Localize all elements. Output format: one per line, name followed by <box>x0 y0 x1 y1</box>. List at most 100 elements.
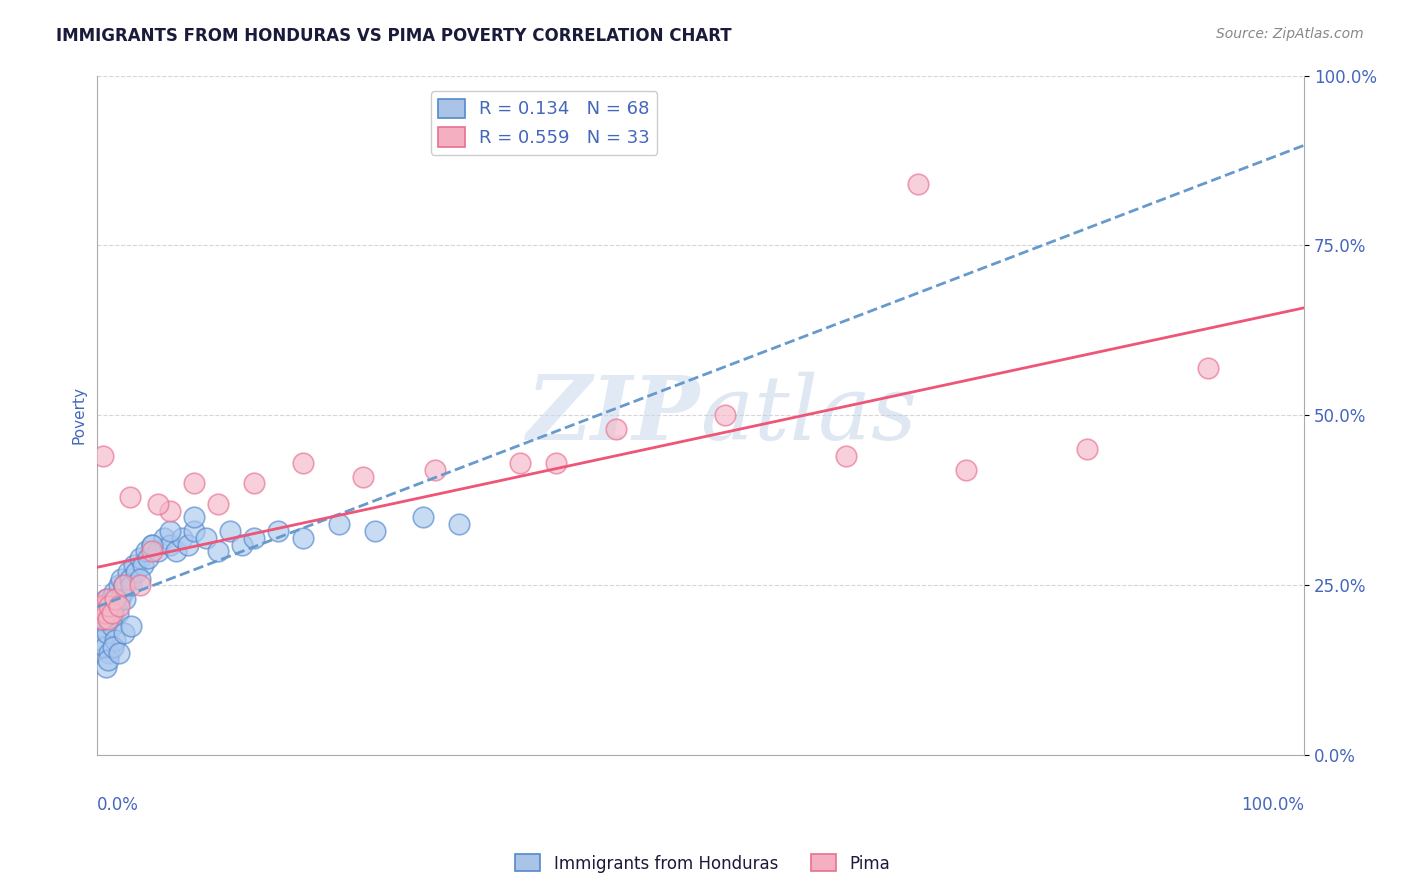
Point <box>101 599 124 613</box>
Point <box>118 572 141 586</box>
Legend: R = 0.134   N = 68, R = 0.559   N = 33: R = 0.134 N = 68, R = 0.559 N = 33 <box>430 91 657 154</box>
Point <box>128 578 150 592</box>
Point <box>112 578 135 592</box>
Point <box>170 531 193 545</box>
Point <box>98 646 121 660</box>
Point <box>136 551 159 566</box>
Text: 100.0%: 100.0% <box>1241 797 1305 814</box>
Point <box>207 497 229 511</box>
Point <box>834 449 856 463</box>
Point <box>194 531 217 545</box>
Point <box>108 578 131 592</box>
Point <box>159 524 181 538</box>
Point <box>267 524 290 538</box>
Point <box>183 524 205 538</box>
Text: atlas: atlas <box>700 372 917 458</box>
Point <box>544 456 567 470</box>
Point <box>98 599 121 613</box>
Point <box>159 538 181 552</box>
Point <box>91 619 114 633</box>
Point <box>159 503 181 517</box>
Point <box>96 606 118 620</box>
Point <box>104 599 127 613</box>
Point <box>112 626 135 640</box>
Point <box>91 612 114 626</box>
Point <box>207 544 229 558</box>
Point <box>93 640 115 654</box>
Point <box>425 463 447 477</box>
Point <box>93 449 115 463</box>
Point <box>97 599 120 613</box>
Point <box>1197 360 1219 375</box>
Point <box>152 531 174 545</box>
Point <box>91 632 114 647</box>
Point <box>125 565 148 579</box>
Point <box>449 517 471 532</box>
Point <box>100 592 122 607</box>
Y-axis label: Poverty: Poverty <box>72 386 86 444</box>
Point <box>243 476 266 491</box>
Point <box>111 585 134 599</box>
Point <box>117 565 139 579</box>
Point <box>132 558 155 572</box>
Point <box>165 544 187 558</box>
Text: IMMIGRANTS FROM HONDURAS VS PIMA POVERTY CORRELATION CHART: IMMIGRANTS FROM HONDURAS VS PIMA POVERTY… <box>56 27 733 45</box>
Point <box>101 619 124 633</box>
Point <box>93 599 115 613</box>
Point <box>90 606 112 620</box>
Point <box>101 640 124 654</box>
Point <box>94 592 117 607</box>
Point <box>101 606 124 620</box>
Point <box>291 531 314 545</box>
Point <box>146 497 169 511</box>
Point <box>412 510 434 524</box>
Point <box>231 538 253 552</box>
Point <box>141 538 163 552</box>
Point <box>605 422 627 436</box>
Point <box>364 524 387 538</box>
Text: Source: ZipAtlas.com: Source: ZipAtlas.com <box>1216 27 1364 41</box>
Point <box>93 599 115 613</box>
Point <box>90 599 112 613</box>
Point <box>509 456 531 470</box>
Point <box>120 619 142 633</box>
Point <box>955 463 977 477</box>
Point <box>104 632 127 647</box>
Point <box>97 612 120 626</box>
Point <box>108 646 131 660</box>
Point <box>89 606 111 620</box>
Point <box>177 538 200 552</box>
Point <box>108 599 131 613</box>
Point <box>101 606 124 620</box>
Point <box>93 612 115 626</box>
Point <box>89 599 111 613</box>
Point <box>352 469 374 483</box>
Point <box>1076 442 1098 457</box>
Point <box>93 612 115 626</box>
Point <box>141 544 163 558</box>
Point <box>98 612 121 626</box>
Text: 0.0%: 0.0% <box>97 797 139 814</box>
Point <box>120 578 142 592</box>
Point <box>146 544 169 558</box>
Point <box>907 178 929 192</box>
Point <box>114 592 136 607</box>
Point <box>183 510 205 524</box>
Point <box>97 653 120 667</box>
Point <box>96 592 118 607</box>
Point <box>110 572 132 586</box>
Point <box>94 606 117 620</box>
Point <box>112 578 135 592</box>
Point <box>128 572 150 586</box>
Point <box>141 538 163 552</box>
Point <box>291 456 314 470</box>
Point <box>94 660 117 674</box>
Point <box>714 409 737 423</box>
Point <box>328 517 350 532</box>
Point <box>96 626 118 640</box>
Point <box>219 524 242 538</box>
Point <box>90 612 112 626</box>
Point <box>103 585 125 599</box>
Point <box>104 592 127 607</box>
Point <box>122 558 145 572</box>
